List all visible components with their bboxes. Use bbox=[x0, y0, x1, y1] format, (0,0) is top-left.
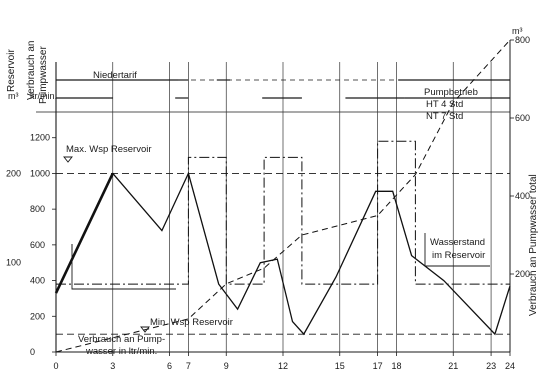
data-series bbox=[54, 39, 511, 353]
reference-lines bbox=[56, 172, 510, 335]
left-axis-title-pumpwasser: Pumpwasser bbox=[38, 46, 49, 104]
niedertarif-label: Niedertarif bbox=[93, 70, 137, 81]
axis-ticks: 0 3 6 7 9 12 15 17 18 21 23 24 0 200 400 600 800 1000 1200… bbox=[6, 35, 530, 371]
y-left-tick-label-0: 0 bbox=[30, 347, 35, 357]
left-inner-unit: ltr/min. bbox=[30, 91, 57, 101]
left-outer-unit: m³ bbox=[8, 91, 19, 101]
x-tick-label-9: 9 bbox=[224, 361, 229, 371]
y-left-tick-label-1200: 1200 bbox=[30, 133, 50, 143]
pumpbetrieb-label: Pumpbetrieb bbox=[424, 87, 478, 98]
min-wsp-triangle-icon bbox=[140, 326, 150, 333]
x-tick-label-12: 12 bbox=[278, 361, 288, 371]
left-axis-title-verbrauch: Verbrauch an bbox=[26, 41, 37, 101]
series-1-line bbox=[56, 140, 510, 285]
y-left-tick-label-1000: 1000 bbox=[30, 168, 50, 178]
x-tick-label-17: 17 bbox=[373, 361, 383, 371]
y-left-tick-label-600: 600 bbox=[30, 240, 45, 250]
wasserstand-label-box bbox=[424, 233, 490, 267]
verbrauch-label-box bbox=[71, 244, 176, 290]
y-right-tick-label-200: 200 bbox=[515, 269, 530, 279]
y-left-tick-label-800: 800 bbox=[30, 204, 45, 214]
right-axis-title: Verbrauch an Pumpwasser total bbox=[528, 174, 539, 316]
max-wsp-triangle-icon bbox=[63, 156, 73, 163]
y-right-tick-label-600: 600 bbox=[515, 113, 530, 123]
x-tick-label-0: 0 bbox=[53, 361, 58, 371]
series-2-line bbox=[55, 39, 511, 353]
wasserstand-label-line2: im Reservoir bbox=[432, 250, 485, 261]
x-tick-label-24: 24 bbox=[505, 361, 515, 371]
verbrauch-label-line1: Verbrauch an Pump- bbox=[78, 334, 165, 345]
max-wsp-label: Max. Wsp Reservoir bbox=[66, 144, 152, 155]
y-right-tick-label-400: 400 bbox=[515, 191, 530, 201]
left-axis-title-reservoir: Reservoir bbox=[6, 49, 17, 92]
series-0-line bbox=[55, 171, 511, 336]
right-axis-unit: m³ bbox=[512, 26, 523, 36]
x-tick-label-18: 18 bbox=[391, 361, 401, 371]
min-wsp-label: Min. Wsp Reservoir bbox=[150, 317, 233, 328]
y-right-tick-label-800: 800 bbox=[515, 35, 530, 45]
hour-gridlines bbox=[112, 62, 492, 352]
x-tick-label-15: 15 bbox=[335, 361, 345, 371]
pumpbetrieb-nt-label: NT 7 Std bbox=[426, 111, 463, 122]
pumpbetrieb-ht-label: HT 4 Std bbox=[426, 99, 463, 110]
y-outer-tick-label-100: 100 bbox=[6, 258, 21, 268]
verbrauch-label-line2: wasser in ltr/min. bbox=[85, 346, 157, 357]
x-tick-label-3: 3 bbox=[110, 361, 115, 371]
y-left-tick-label-400: 400 bbox=[30, 276, 45, 286]
schedule-rows bbox=[56, 79, 510, 99]
x-tick-label-23: 23 bbox=[486, 361, 496, 371]
x-tick-label-21: 21 bbox=[448, 361, 458, 371]
x-tick-label-6: 6 bbox=[167, 361, 172, 371]
series-0-filling-segment bbox=[54, 172, 114, 294]
x-tick-label-7: 7 bbox=[186, 361, 191, 371]
y-left-tick-label-200: 200 bbox=[30, 311, 45, 321]
wasserstand-label-line1: Wasserstand bbox=[430, 237, 485, 248]
y-outer-tick-label-200: 200 bbox=[6, 168, 21, 178]
